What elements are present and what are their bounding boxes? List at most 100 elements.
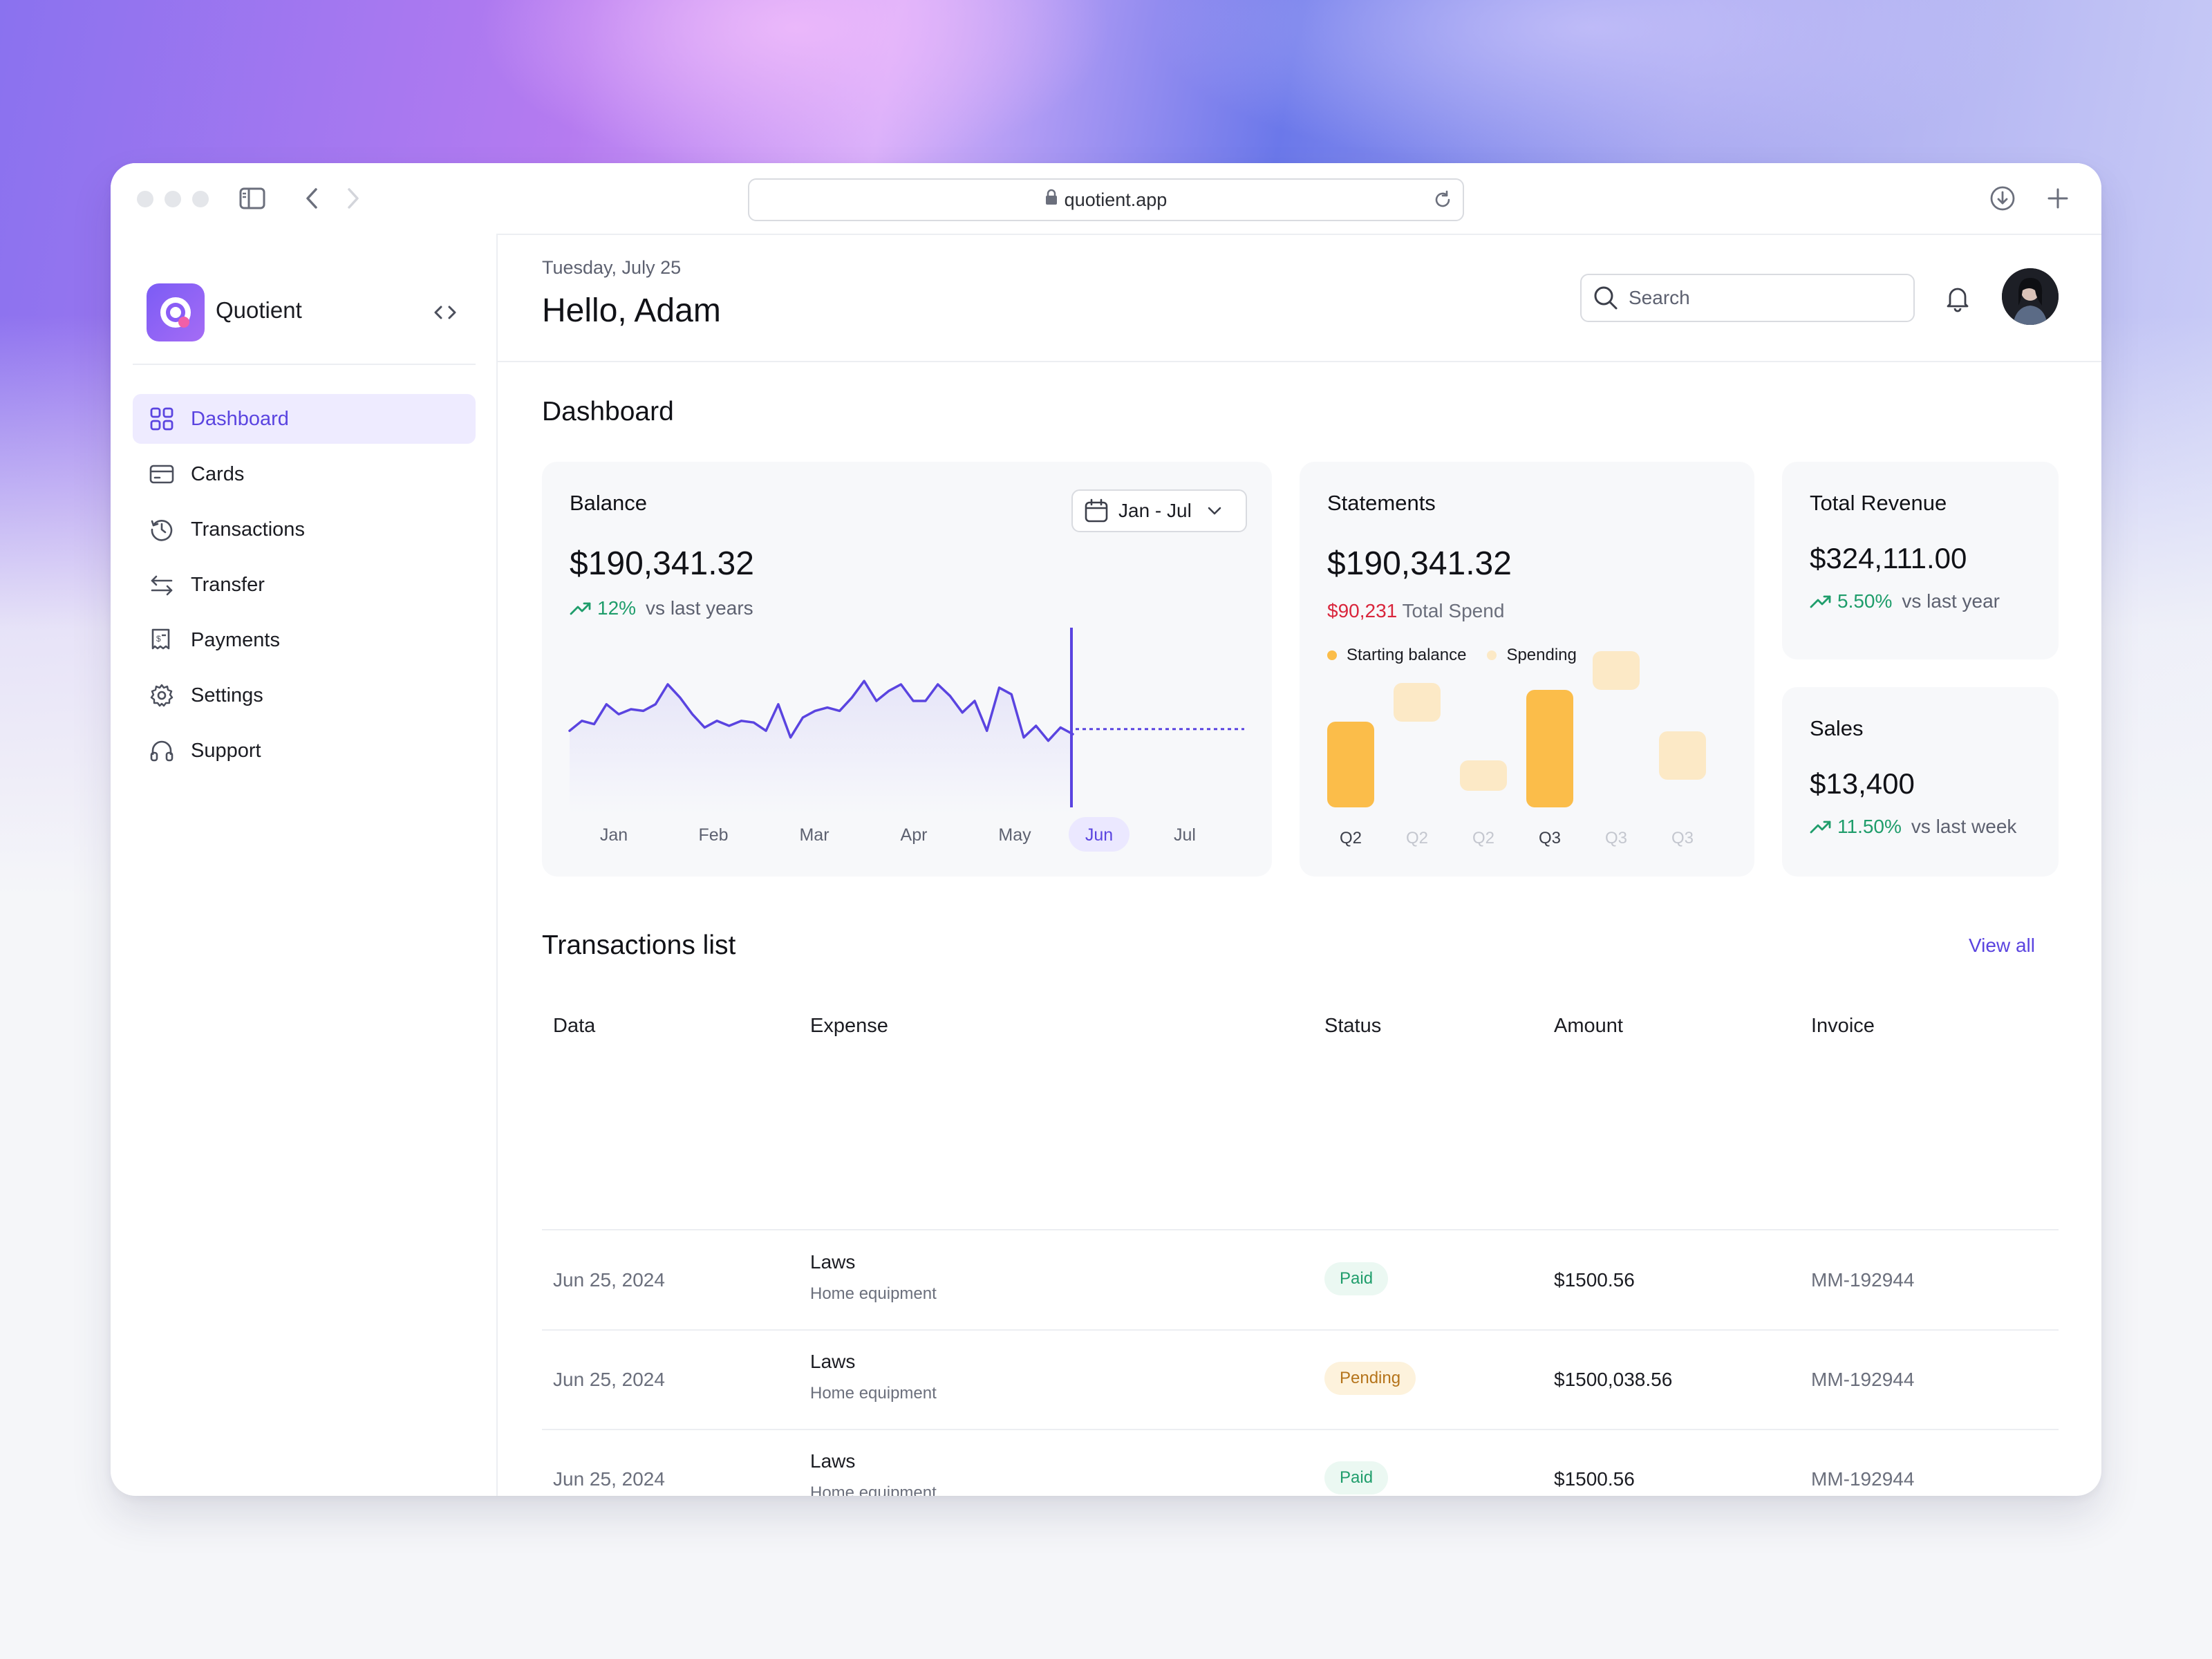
row-category: Home equipment (810, 1284, 937, 1303)
url-text: quotient.app (749, 180, 1463, 220)
sales-title: Sales (1810, 716, 1864, 740)
column-header-amount[interactable]: Amount (1554, 1015, 1623, 1037)
notification-bell-icon[interactable] (1942, 283, 1973, 314)
address-bar[interactable]: quotient.app (748, 178, 1464, 221)
search-icon (1593, 285, 1619, 311)
sidebar-item-support[interactable]: Support (133, 726, 476, 776)
row-expense: Laws (810, 1351, 856, 1372)
sidebar-item-label: Support (191, 739, 261, 762)
x-tick-label: Q3 (1605, 829, 1627, 847)
balance-line-chart: Jan Feb Mar Apr May Jun Jul (568, 628, 1244, 852)
x-tick-label: Q3 (1539, 829, 1561, 847)
total-spend-value: $90,231 (1327, 600, 1398, 621)
sales-card: Sales $13,400 11.50% vs last week (1782, 687, 2059, 877)
trend-up-icon (1810, 594, 1832, 609)
balance-area (570, 681, 1073, 814)
revenue-title: Total Revenue (1810, 491, 1947, 515)
bar-q3[interactable] (1593, 651, 1640, 690)
user-avatar[interactable] (2002, 268, 2059, 325)
total-revenue-card: Total Revenue $324,111.00 5.50% vs last … (1782, 462, 2059, 659)
row-amount: $1500,038.56 (1554, 1369, 1673, 1390)
status-badge: Paid (1324, 1262, 1389, 1295)
window-zoom-dot[interactable] (192, 191, 209, 207)
search-input[interactable] (1627, 286, 1893, 310)
sales-change-pct: 11.50% (1837, 816, 1902, 837)
x-tick-label: Q2 (1406, 829, 1428, 847)
sidebar-divider (133, 364, 476, 365)
grid-icon (148, 405, 176, 433)
bar-q2[interactable] (1327, 722, 1374, 807)
bar-q2[interactable] (1394, 683, 1441, 722)
x-tick-label[interactable]: Apr (901, 825, 928, 845)
sidebar-item-settings[interactable]: Settings (133, 671, 476, 720)
sidebar-toggle-icon[interactable] (238, 184, 267, 213)
x-tick-label[interactable]: Feb (698, 825, 728, 845)
browser-toolbar: quotient.app (111, 163, 2101, 235)
sidebar-item-label: Dashboard (191, 407, 289, 430)
forward-arrow-icon[interactable] (339, 184, 368, 213)
balance-card: Balance Jan - Jul $190,341.32 12% vs las… (542, 462, 1272, 877)
statements-title: Statements (1327, 491, 1436, 515)
sidebar-item-cards[interactable]: Cards (133, 449, 476, 499)
row-expense: Laws (810, 1251, 856, 1273)
highlighted-month-pill[interactable] (1069, 817, 1130, 852)
column-header-expense[interactable]: Expense (810, 1015, 888, 1037)
row-invoice[interactable]: MM-192944 (1811, 1369, 1915, 1390)
transactions-title: Transactions list (542, 930, 736, 960)
row-status: Paid (1324, 1461, 1389, 1494)
search-box[interactable] (1580, 274, 1915, 322)
download-icon[interactable] (1987, 182, 2018, 214)
row-amount: $1500.56 (1554, 1269, 1635, 1291)
date-range-label: Jan - Jul (1118, 500, 1192, 521)
url-label: quotient.app (1064, 189, 1168, 210)
bar-q2[interactable] (1460, 760, 1507, 791)
reload-icon[interactable] (1432, 189, 1453, 210)
column-header-data[interactable]: Data (553, 1015, 596, 1037)
column-header-invoice[interactable]: Invoice (1811, 1015, 1875, 1037)
sidebar-item-transfer[interactable]: Transfer (133, 560, 476, 610)
new-tab-plus-icon[interactable] (2042, 182, 2074, 214)
row-expense: Laws (810, 1450, 856, 1472)
revenue-change-pct: 5.50% (1837, 590, 1893, 612)
table-row[interactable]: Jun 25, 2024 Laws Home equipment Paid $1500.… (542, 1230, 2059, 1330)
table-row[interactable]: Jun 25, 2024 Laws Home equipment Pending $15… (542, 1330, 2059, 1430)
table-row-divider (542, 1429, 2059, 1430)
row-invoice[interactable]: MM-192944 (1811, 1269, 1915, 1291)
sidebar-item-transactions[interactable]: Transactions (133, 505, 476, 554)
column-header-status[interactable]: Status (1324, 1015, 1382, 1037)
balance-series-line (568, 679, 1074, 742)
brand-name: Quotient (216, 297, 302, 323)
headset-icon (148, 737, 176, 765)
quotient-logo-icon (147, 283, 205, 341)
window-close-dot[interactable] (137, 191, 153, 207)
table-row-divider (542, 1329, 2059, 1331)
x-tick-label: Q3 (1671, 829, 1694, 847)
sidebar-item-label: Transactions (191, 518, 305, 541)
statements-card: Statements $190,341.32 $90,231 Total Spe… (1300, 462, 1754, 877)
row-invoice[interactable]: MM-192944 (1811, 1468, 1915, 1490)
x-tick-label[interactable]: Mar (799, 825, 829, 845)
bar-q3[interactable] (1526, 690, 1573, 807)
row-status: Paid (1324, 1262, 1389, 1295)
sidebar-item-label: Cards (191, 462, 245, 485)
view-all-link[interactable]: View all (1969, 935, 2035, 956)
sidebar-item-dashboard[interactable]: Dashboard (133, 394, 476, 444)
x-tick-label[interactable]: Jan (600, 825, 628, 845)
collapse-sidebar-icon[interactable] (431, 300, 459, 325)
sidebar-item-payments[interactable]: $ Payments (133, 615, 476, 665)
window-minimize-dot[interactable] (165, 191, 181, 207)
card-icon (148, 460, 176, 488)
statements-legend: Starting balance Spending (1327, 646, 1577, 665)
back-arrow-icon[interactable] (297, 184, 326, 213)
table-header-divider (542, 1229, 2059, 1230)
x-tick-label[interactable]: May (998, 825, 1031, 845)
x-tick-label: Q2 (1340, 829, 1362, 847)
x-tick-label[interactable]: Jul (1174, 825, 1196, 845)
x-tick-label[interactable]: Jun (1085, 825, 1113, 845)
bar-q3[interactable] (1659, 731, 1706, 780)
table-row[interactable]: Jun 25, 2024 Laws Home equipment Paid $1500.… (542, 1430, 2059, 1496)
date-range-dropdown[interactable]: Jan - Jul (1071, 489, 1247, 532)
legend-starting-balance: Starting balance (1347, 646, 1467, 664)
page-header: Tuesday, July 25 Hello, Adam (498, 234, 2101, 362)
dashboard-title: Dashboard (542, 397, 674, 427)
